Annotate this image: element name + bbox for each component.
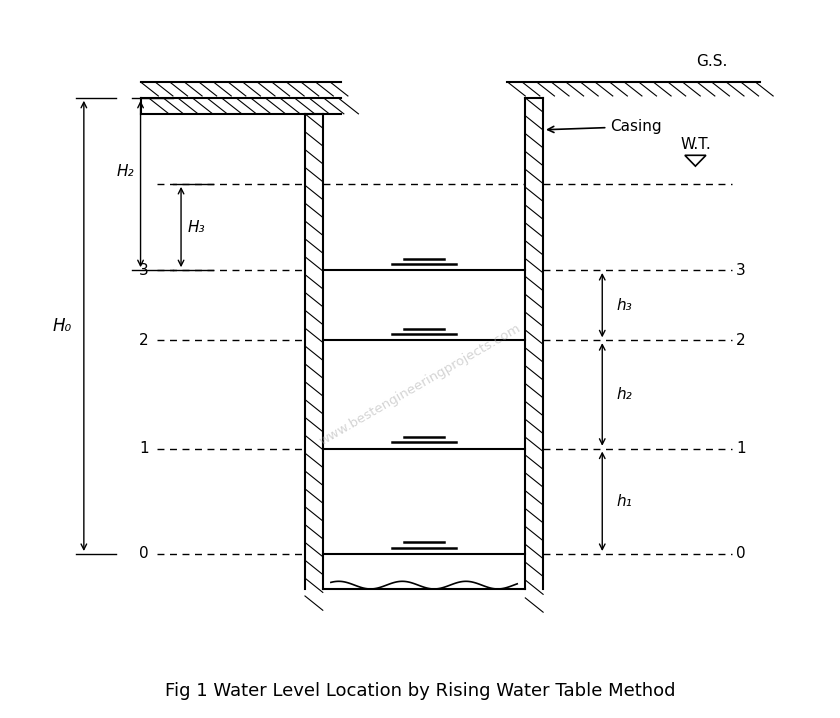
Text: h₃: h₃ xyxy=(617,298,633,312)
Text: Fig 1 Water Level Location by Rising Water Table Method: Fig 1 Water Level Location by Rising Wat… xyxy=(165,682,675,700)
Text: Casing: Casing xyxy=(548,119,662,134)
Text: H₃: H₃ xyxy=(187,220,205,235)
Text: W.T.: W.T. xyxy=(680,137,711,152)
Text: h₂: h₂ xyxy=(617,387,633,402)
Text: 3: 3 xyxy=(139,263,149,278)
Text: 1: 1 xyxy=(139,441,149,456)
Text: 3: 3 xyxy=(736,263,746,278)
Text: H₂: H₂ xyxy=(117,164,134,179)
Text: H₀: H₀ xyxy=(53,317,71,335)
Text: 2: 2 xyxy=(736,332,746,348)
Text: 1: 1 xyxy=(736,441,746,456)
Text: 0: 0 xyxy=(736,546,746,561)
Text: 0: 0 xyxy=(139,546,149,561)
Text: G.S.: G.S. xyxy=(696,54,727,69)
Text: h₁: h₁ xyxy=(617,494,633,509)
Text: www.bestengineeringprojects.com: www.bestengineeringprojects.com xyxy=(317,322,523,448)
Text: 2: 2 xyxy=(139,332,149,348)
